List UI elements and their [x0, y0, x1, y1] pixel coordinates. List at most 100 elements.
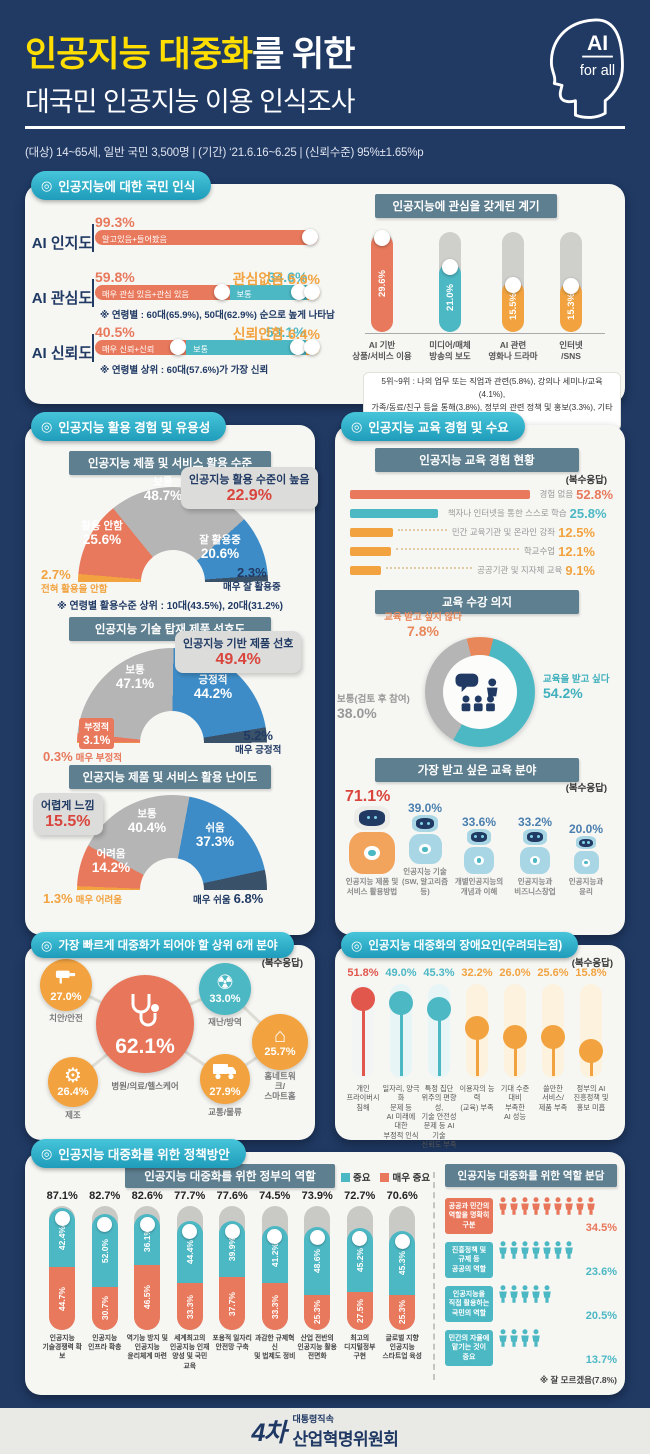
bar-label: 책자나 인터넷을 통한 스스로 학습 — [447, 508, 567, 518]
divider — [92, 334, 94, 362]
dotted-leader — [396, 548, 519, 550]
robot-item: 33.6% 개별인공지능의 개념과 이해 — [451, 815, 507, 897]
person-icon — [509, 1328, 519, 1353]
edu-exp-chart: 경험 없음 52.8% 책자나 인터넷을 통한 스스로 학습 25.8% 민간 교육기관… — [350, 485, 613, 580]
gov-role-item: 77.6% 39.9% 37.7% 포용적 일자리 안전망 구축 — [211, 1190, 254, 1371]
obstacle-item: 32.2% 이용자의 능력 (교육) 부족 — [458, 967, 496, 1150]
obstacle-item: 25.6% 쓸만한 서비스/ 제품 부족 — [534, 967, 572, 1150]
value-label: 34.6% — [267, 269, 308, 285]
robot-item: 20.0% 인공지능과 윤리 — [563, 822, 609, 897]
bar-dot — [351, 987, 375, 1012]
legend-important: 중요 — [341, 1170, 370, 1184]
value-label: 73.9% — [301, 1190, 333, 1202]
edu-bar-row: 민간 교육기관 및 온라인 강좌 12.5% — [350, 523, 595, 541]
person-icon — [520, 1328, 530, 1353]
robot-head-icon — [354, 806, 390, 830]
bar-end-dot — [213, 284, 230, 300]
gov-role-item: 72.7% 45.2% 27.5% 최고의 디지털정부 구현 — [339, 1190, 382, 1371]
robot-head-icon — [467, 829, 491, 845]
diff-callout: 어렵게 느낌 15.5% — [33, 793, 103, 835]
obstacle-item: 26.0% 기대 수준 대비 부족한 AI 성능 — [496, 967, 534, 1150]
person-icon — [498, 1328, 508, 1353]
bar-end-dot — [394, 1234, 410, 1250]
diff-easy-label: 쉬움 37.3% — [195, 822, 235, 849]
bar-very-important: 37.7% — [219, 1277, 246, 1330]
person-icon — [575, 1196, 585, 1221]
bar-label: 인터넷 /SNS — [559, 340, 583, 361]
bar-very-important: 25.3% — [304, 1294, 331, 1330]
value-label: 40.5% — [95, 324, 135, 340]
obstacle-item: 51.8% 개인 프라이버시 침해 — [344, 967, 382, 1150]
person-icon — [498, 1240, 508, 1265]
value-label: 34.5% — [585, 1221, 617, 1234]
bar-label: 개인 프라이버시 침해 — [346, 1084, 380, 1112]
bar-label: 경험 없음 — [539, 489, 574, 499]
divider — [92, 279, 94, 307]
axis-line — [365, 333, 605, 334]
value-label: 39.0% — [407, 800, 443, 815]
person-icon — [542, 1284, 552, 1309]
bar-dot — [503, 1024, 527, 1049]
value-label: 72.7% — [344, 1190, 376, 1202]
usage-notuse-label: 활용 안함 25.6% — [81, 520, 123, 547]
section2-pill: ◎ 인공지능 활용 경험 및 유용성 — [31, 412, 227, 441]
bar-label: 과감한 규제혁신 및 법제도 정비 — [254, 1335, 296, 1361]
person-icon — [498, 1284, 508, 1309]
value-label: 25.6% — [537, 967, 569, 979]
interest-bar: 매우 관심 있음+관심 있음 59.8% 보통 34.6% 관심없음 5.6% — [95, 269, 320, 321]
row-label-trust: AI 신뢰도 — [31, 345, 93, 362]
usage-verywell-label: 2.3% 매우 잘 활용중 — [223, 565, 281, 593]
role-share-chart: 공공과 민간의 역할을 명확히 구분 34.5% 진흥정책 및 규제 등 공공의 역… — [445, 1194, 617, 1370]
role-label-chip: 공공과 민간의 역할을 명확히 구분 — [445, 1198, 493, 1234]
bar-end-dot — [442, 258, 458, 275]
committee-logo: 4차 — [251, 1419, 287, 1447]
bar-label: 일자리, 양극화 문제 등 AI 미래에 대한 부정적 인식 — [382, 1084, 420, 1140]
bar-dot — [389, 991, 413, 1016]
person-icon — [586, 1196, 596, 1221]
bar-label: 공공기관 및 지자체 교육 — [477, 565, 563, 575]
bar-very-important: 30.7% — [91, 1287, 118, 1330]
bar-label: 학교수업 — [523, 546, 556, 556]
role-share-title: 인공지능 대중화를 위한 역할 분담 — [445, 1164, 617, 1187]
gov-role-item: 87.1% 42.4% 44.7% 인공지능 기술경쟁력 확보 — [41, 1190, 84, 1371]
diff-veryhard-label: 1.3% 매우 어려움 — [43, 891, 122, 906]
pref-callout: 인공지능 기반 제품 선호 49.4% — [175, 631, 302, 673]
person-icon — [553, 1240, 563, 1265]
bar-label: AI 관련 영화나 드라마 — [488, 340, 538, 361]
people-icons — [498, 1196, 596, 1221]
main-title-highlight: 인공지능 대중화 — [25, 35, 253, 74]
domain-icon: ⚙ — [64, 1065, 82, 1087]
person-icon — [542, 1196, 552, 1221]
value-label: 53.1% — [265, 324, 306, 340]
bar — [350, 489, 530, 499]
robot-item: 33.2% 인공지능과 비즈니스창업 — [507, 815, 563, 897]
robot-body-icon — [349, 831, 395, 875]
value-label: 87.1% — [46, 1190, 78, 1202]
value-label: 27.9% — [209, 1085, 241, 1098]
person-icon — [531, 1240, 541, 1265]
bar — [350, 527, 393, 537]
bar-label: 민간 교육기관 및 온라인 강좌 — [451, 527, 556, 537]
robot-body-icon — [520, 846, 550, 875]
value-label: 71.1% — [345, 788, 391, 805]
domain-icon: ⌂ — [273, 1025, 287, 1047]
value-label: 82.6% — [131, 1190, 163, 1202]
gov-role-item: 82.6% 36.1% 46.5% 역기능 방지 및 인공지능 윤리체계 마련 — [126, 1190, 169, 1371]
bubble-label: 교통/물류 — [208, 1107, 242, 1117]
bar-dot — [427, 996, 451, 1021]
pref-negative-chip: 부정적 3.1% — [79, 718, 115, 749]
robot-item: 71.1% 인공지능 제품 및 서비스 활용방법 — [345, 788, 399, 897]
svg-text:AI: AI — [587, 32, 608, 55]
section5-pill: ◎ 인공지능 대중화의 장애요인(우려되는점) — [341, 932, 579, 958]
bar-label: 특정 집단 위주의 편향성, 기술 안전성 문제 등 AI 기술 신뢰도 부족 — [421, 1084, 457, 1150]
bar-label: 이용자의 능력 (교육) 부족 — [459, 1084, 495, 1112]
bar-end-dot — [302, 229, 319, 245]
obstacle-item: 49.0% 일자리, 양극화 문제 등 AI 미래에 대한 부정적 인식 — [382, 967, 420, 1150]
person-icon — [531, 1284, 541, 1309]
target-icon: ◎ — [351, 937, 363, 953]
bar-segment: 알고있음+들어봤음 — [95, 230, 319, 245]
awareness-bar: 알고있음+들어봤음 99.3% — [95, 214, 320, 266]
section-awareness-card: ◎ 인공지능에 대한 국민 인식 AI 인지도 AI 관심도 AI 신뢰도 알고있… — [25, 171, 625, 431]
bubble-label: 제조 — [65, 1110, 81, 1120]
